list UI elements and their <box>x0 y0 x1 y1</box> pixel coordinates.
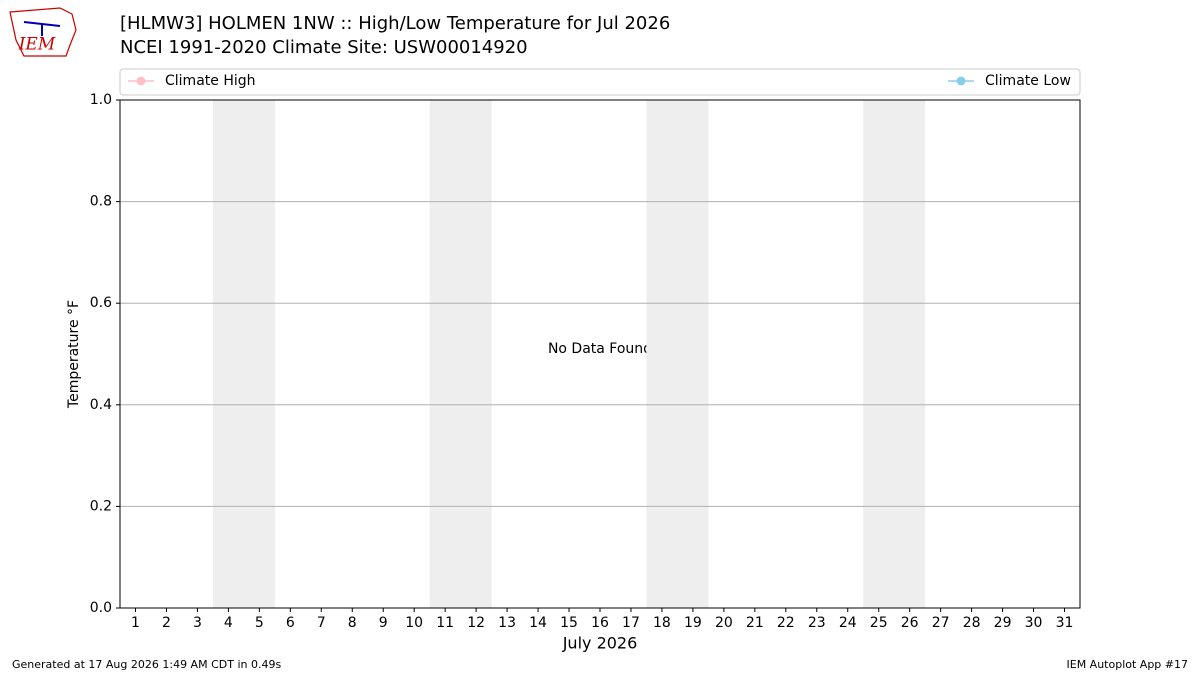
legend <box>119 68 1081 96</box>
x-tick-label: 5 <box>255 615 264 631</box>
x-tick-label: 24 <box>839 615 857 631</box>
x-tick-label: 1 <box>131 615 140 631</box>
x-axis-label: July 2026 <box>562 634 638 653</box>
x-tick-label: 16 <box>591 615 609 631</box>
x-tick-label: 20 <box>715 615 733 631</box>
logo-text: IEM <box>18 35 56 55</box>
x-tick-label: 12 <box>467 615 485 631</box>
y-tick-label: 1.0 <box>90 92 112 108</box>
y-tick-label: 0.4 <box>90 397 112 413</box>
chart-title: [HLMW3] HOLMEN 1NW :: High/Low Temperatu… <box>120 13 670 34</box>
x-tick-label: 11 <box>436 615 454 631</box>
x-tick-label: 14 <box>529 615 547 631</box>
x-tick-label: 13 <box>498 615 516 631</box>
x-tick-label: 7 <box>317 615 326 631</box>
plot-frame <box>119 99 1081 609</box>
footer-right: IEM Autoplot App #17 <box>1067 658 1189 671</box>
legend-label: Climate Low <box>985 73 1071 89</box>
chart-subtitle: NCEI 1991-2020 Climate Site: USW00014920 <box>120 37 528 58</box>
x-tick-label: 21 <box>746 615 764 631</box>
x-tick-label: 26 <box>901 615 919 631</box>
x-tick-label: 17 <box>622 615 640 631</box>
y-tick-label: 0.2 <box>90 498 112 514</box>
x-tick-label: 27 <box>932 615 950 631</box>
y-tick-label: 0.6 <box>90 295 112 311</box>
x-tick-label: 2 <box>162 615 171 631</box>
x-tick-label: 31 <box>1056 615 1074 631</box>
x-tick-label: 22 <box>777 615 795 631</box>
annotation: No Data Found <box>548 341 652 357</box>
x-tick-label: 18 <box>653 615 671 631</box>
x-tick-label: 29 <box>994 615 1012 631</box>
x-tick-label: 23 <box>808 615 826 631</box>
legend-marker <box>956 76 966 86</box>
x-tick-label: 8 <box>348 615 357 631</box>
footer-left: Generated at 17 Aug 2026 1:49 AM CDT in … <box>12 658 281 671</box>
weekend-shade <box>429 100 492 608</box>
x-tick-label: 25 <box>870 615 888 631</box>
logo: IEM <box>9 7 77 57</box>
x-tick-label: 15 <box>560 615 578 631</box>
weekend-shade <box>646 100 709 608</box>
weekend-shade <box>863 100 926 608</box>
legend-label: Climate High <box>165 73 256 89</box>
logo-outline <box>9 7 77 57</box>
legend-marker <box>136 76 146 86</box>
x-tick-label: 10 <box>405 615 423 631</box>
weekend-shade <box>212 100 275 608</box>
x-tick-label: 30 <box>1025 615 1043 631</box>
x-tick-label: 28 <box>963 615 981 631</box>
x-tick-label: 6 <box>286 615 295 631</box>
x-tick-label: 19 <box>684 615 702 631</box>
y-tick-label: 0.8 <box>90 194 112 210</box>
x-tick-label: 4 <box>224 615 233 631</box>
x-tick-label: 3 <box>193 615 202 631</box>
x-tick-label: 9 <box>379 615 388 631</box>
y-tick-label: 0.0 <box>90 600 112 616</box>
y-axis-label: Temperature °F <box>66 300 82 409</box>
